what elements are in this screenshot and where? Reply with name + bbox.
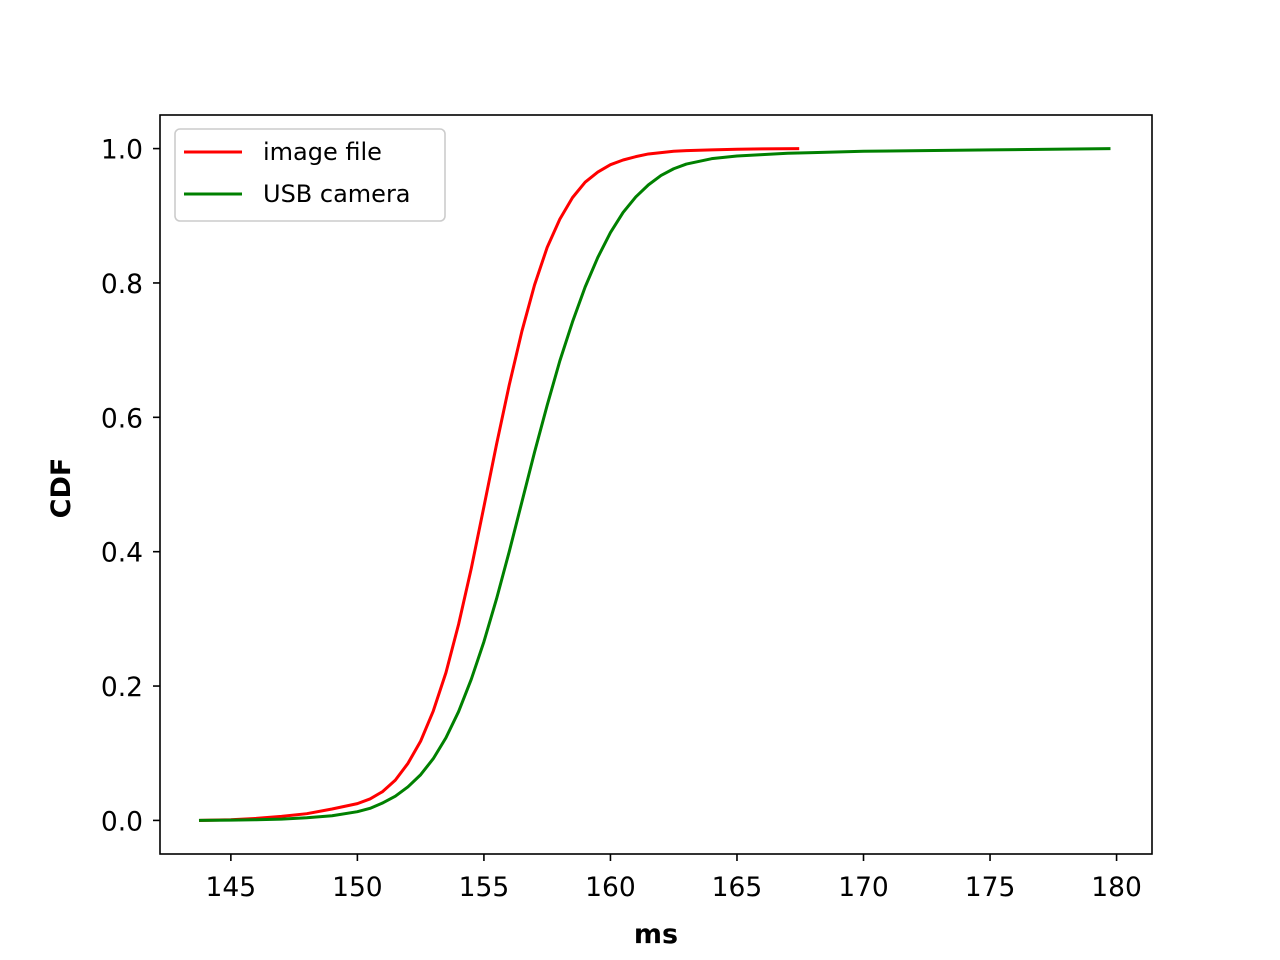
y-tick-label: 0.2 (101, 672, 143, 703)
y-tick-label: 0.8 (101, 269, 143, 300)
x-tick-label: 175 (965, 872, 1016, 903)
x-axis-label: ms (634, 919, 678, 950)
x-tick-label: 180 (1091, 872, 1142, 903)
series-line-image-file (198, 147, 800, 822)
y-axis-ticks: 0.0 0.2 0.4 0.6 0.8 1.0 (101, 135, 160, 837)
series-layer (198, 147, 1111, 822)
x-tick-label: 150 (332, 872, 383, 903)
y-axis-label: CDF (46, 458, 77, 519)
x-tick-label: 165 (712, 872, 763, 903)
legend-label-image-file: image file (263, 138, 382, 166)
x-tick-label: 170 (838, 872, 889, 903)
legend-frame (174, 128, 446, 222)
x-tick-label: 160 (585, 872, 636, 903)
y-tick-label: 0.0 (101, 806, 143, 837)
plot-frame (159, 114, 1153, 855)
legend-label-usb-camera: USB camera (263, 180, 411, 208)
x-tick-label: 155 (459, 872, 510, 903)
y-tick-label: 0.4 (101, 538, 143, 569)
series-line-usb-camera (198, 147, 1111, 822)
x-axis-ticks: 145 150 155 160 165 170 175 180 (206, 854, 1142, 903)
x-tick-label: 145 (206, 872, 257, 903)
legend: image file USB camera (174, 128, 446, 222)
y-tick-label: 1.0 (101, 135, 143, 166)
y-tick-label: 0.6 (101, 403, 143, 434)
